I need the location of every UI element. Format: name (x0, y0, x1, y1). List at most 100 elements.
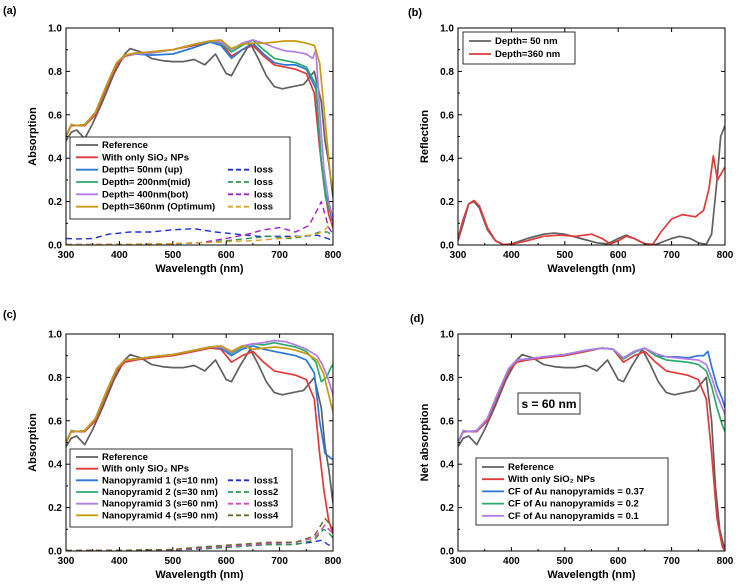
panel-d-series-0-reference (458, 348, 725, 551)
panel-d-chart: (d) 300 400 500 600 700 800 0.0 0.2 0.4 0.6 0.8 1.0 W… (410, 313, 734, 581)
panel-a-legend-label-9: loss (254, 202, 273, 213)
panel-a-ylabel: Absorption (27, 107, 39, 166)
panel-d-xtick-label: 600 (610, 556, 627, 567)
panel-a-label: (a) (3, 5, 17, 17)
panel-a-xtick-label: 600 (218, 250, 235, 261)
panel-c-ytick-label: 0.4 (48, 460, 62, 471)
panel-b-legend-label-1: Depth=360 nm (495, 49, 560, 60)
panel-d-ytick-label: 1.0 (440, 330, 454, 341)
panel-a-xtick-label: 400 (111, 250, 128, 261)
panel-d-ytick-label: 0.0 (440, 547, 454, 558)
panel-b-ytick-label: 1.0 (440, 24, 454, 35)
panel-a-ytick-label: 0.4 (48, 154, 62, 165)
panel-a-xtick-label: 800 (325, 250, 342, 261)
panel-c-legend-label-7: loss2 (254, 487, 278, 498)
panel-b-xtick-label: 500 (556, 250, 573, 261)
panel-d-ytick-label: 0.4 (440, 460, 454, 471)
panel-c-xtick-label: 300 (58, 556, 75, 567)
panel-c-legend-label-4: Nanopyramid 3 (s=60 nm) (102, 499, 218, 510)
panel-d-xlabel: Wavelength (nm) (547, 569, 636, 581)
panel-b-series-0-depth-50-nm (458, 125, 725, 245)
panel-a-legend-label-5: Depth=360nm (Optimum) (102, 202, 215, 213)
panel-a-chart: (a) 300 400 500 600 700 800 0.0 0.2 0.4 0.6 0.8 1.0 W… (3, 5, 342, 275)
panel-d-ytick-label: 0.6 (440, 416, 454, 427)
panel-b-xtick-label: 300 (450, 250, 467, 261)
panel-a-legend-box (69, 136, 291, 220)
panel-a-xtick-label: 700 (271, 250, 288, 261)
panel-a-series-0-reference (66, 42, 333, 198)
panel-c-ylabel: Absorption (27, 413, 39, 472)
panel-d-xtick-label: 300 (450, 556, 467, 567)
panel-a-legend-label-0: Reference (102, 140, 148, 151)
panel-b-xtick-label: 600 (610, 250, 627, 261)
panel-b-legend: Depth= 50 nm Depth=360 nm (462, 31, 576, 65)
panel-c-ytick-label: 0.0 (48, 547, 62, 558)
panel-b-ytick-label: 0.8 (440, 67, 454, 78)
panel-a-ytick-label: 0.8 (48, 67, 62, 78)
panel-d-ylabel: Net absorption (419, 403, 431, 481)
panel-c-legend-label-8: loss3 (254, 499, 278, 510)
panel-d-ytick-label: 0.8 (440, 373, 454, 384)
panel-b-ytick-label: 0.6 (440, 110, 454, 121)
panel-b-chart: (b) 300 400 500 600 700 800 0.0 0.2 0.4 0.6 0.8 1.0 W… (408, 7, 734, 275)
panel-d-xtick-label: 700 (663, 556, 680, 567)
panel-b-series-1-depth-360-nm (458, 155, 725, 245)
panel-c-xtick-label: 600 (218, 556, 235, 567)
panel-a-series-5-depth-360nm-optimum (66, 39, 333, 189)
panel-a-series-9-loss (66, 220, 333, 245)
panel-b-xlabel: Wavelength (nm) (547, 263, 636, 275)
panel-a-series-6-loss (66, 227, 333, 242)
panel-a-legend-label-4: Depth= 400nm(bot) (102, 189, 188, 200)
panel-c-ytick-label: 0.8 (48, 373, 62, 384)
panel-c-chart: (c) 300 400 500 600 700 800 0.0 0.2 0.4 0.6 0.8 1.0 W… (3, 309, 342, 581)
panel-a-legend-label-7: loss (254, 177, 273, 188)
panel-a-xlabel: Wavelength (nm) (155, 263, 244, 275)
panel-a-legend-label-6: loss (254, 165, 273, 176)
panel-c-legend-label-3: Nanopyramid 2 (s=30 nm) (102, 487, 218, 498)
panel-a-series-group (66, 39, 333, 245)
panel-d-legend-label-4: CF of Au nanopyramids = 0.1 (508, 511, 640, 522)
panel-d-xtick-label: 400 (503, 556, 520, 567)
panel-b-legend-label-0: Depth= 50 nm (495, 36, 558, 47)
panel-d-annotation-box (517, 392, 581, 415)
panel-c-series-5-nanopyramid-4-s-90-nm (66, 345, 333, 443)
panel-c-legend-label-0: Reference (102, 452, 148, 463)
panel-c-xlabel: Wavelength (nm) (155, 569, 244, 581)
panel-b-xtick-label: 400 (503, 250, 520, 261)
panel-d-legend-label-2: CF of Au nanopyramids = 0.37 (508, 486, 644, 497)
panel-a-ytick-label: 1.0 (48, 24, 62, 35)
panel-b-xtick-label: 800 (717, 250, 734, 261)
panel-b-ytick-label: 0.4 (440, 154, 454, 165)
panel-a-xtick-label: 300 (58, 250, 75, 261)
panel-c-series-0-reference (66, 348, 333, 504)
panel-c-label: (c) (3, 309, 17, 321)
panel-c-xtick-label: 800 (325, 556, 342, 567)
panel-c-legend-box (69, 448, 293, 528)
panel-c-legend-label-2: Nanopyramid 1 (s=10 nm) (102, 475, 218, 486)
panel-a-xtick-label: 500 (164, 250, 181, 261)
panel-c-legend-label-6: loss1 (254, 475, 279, 486)
panel-d-series-4-cf-of-au-nanopyramids-0-1 (458, 347, 725, 443)
panel-c-series-8-loss3 (66, 524, 333, 551)
panel-d-annotation-text: s = 60 nm (521, 397, 576, 411)
panel-c-ytick-label: 1.0 (48, 330, 62, 341)
panel-c-legend-label-5: Nanopyramid 4 (s=90 nm) (102, 510, 218, 521)
panel-c-series-group (66, 339, 333, 551)
panel-a-ytick-label: 0.2 (48, 197, 62, 208)
panel-a-legend-label-8: loss (254, 189, 273, 200)
panel-c-xtick-label: 500 (164, 556, 181, 567)
panel-b-ylabel: Reflection (419, 110, 431, 163)
panel-c-ytick-label: 0.2 (48, 503, 62, 514)
panel-d-series-group (458, 347, 725, 551)
panel-d-legend-label-3: CF of Au nanopyramids = 0.2 (508, 499, 639, 510)
panel-d-annotation: s = 60 nm (517, 392, 581, 415)
panel-b-legend-box (462, 31, 576, 65)
panel-a-series-7-loss (66, 231, 333, 245)
panel-a-ytick-label: 0.6 (48, 110, 62, 121)
panel-c-series-2-nanopyramid-1-s-10-nm (66, 345, 333, 461)
panel-c-xtick-label: 400 (111, 556, 128, 567)
